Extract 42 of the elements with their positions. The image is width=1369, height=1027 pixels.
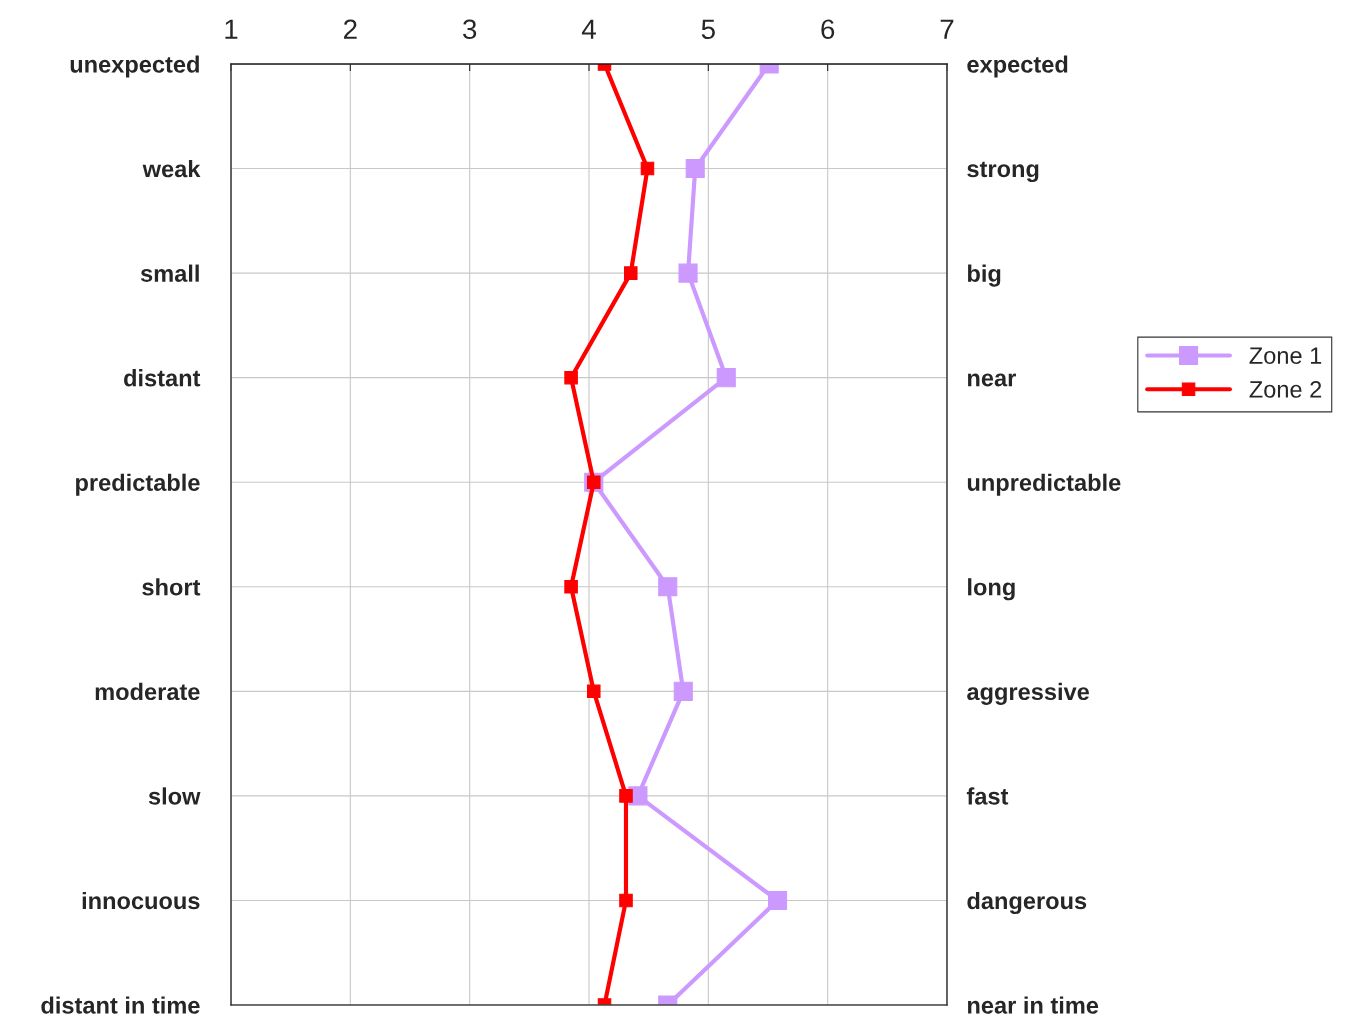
point <box>685 159 705 179</box>
y2-tick-label: expected <box>967 55 1068 78</box>
point <box>640 161 655 176</box>
x-tick-label: 2 <box>344 19 357 39</box>
legend-label: Zone 2 <box>1249 381 1322 398</box>
y2-tick-label: unpredictable <box>967 473 1121 496</box>
point <box>768 890 788 910</box>
x-tick-label: 5 <box>701 19 715 40</box>
y2-tick-label: long <box>968 578 1015 601</box>
point <box>678 263 698 283</box>
y2-tick-label: fast <box>966 787 1009 805</box>
y2-tick-label: dangerous <box>967 891 1087 914</box>
y2-tick-label: aggressive <box>967 682 1090 705</box>
y-tick-label: predictable <box>76 473 200 496</box>
point <box>658 577 678 597</box>
point <box>564 370 578 385</box>
y-tick-label: weak <box>142 160 201 178</box>
point <box>619 893 633 908</box>
y-tick-label: small <box>140 264 199 282</box>
x-tick-label: 6 <box>821 19 835 40</box>
y-tick-label: distant <box>124 369 201 387</box>
y-tick-label: moderate <box>95 682 200 701</box>
y-tick-label: slow <box>148 787 201 805</box>
y-tick-label: short <box>142 578 201 596</box>
y2-tick-label: near in time <box>968 996 1099 1014</box>
point <box>624 266 638 280</box>
legend-label: Zone 1 <box>1249 347 1322 364</box>
y2-tick-label: near <box>968 373 1016 387</box>
point <box>619 789 633 803</box>
y-tick-label: distant in time <box>41 996 200 1014</box>
point <box>564 580 578 594</box>
y2-tick-label: big <box>968 264 1001 287</box>
point <box>587 684 601 699</box>
point <box>673 681 693 701</box>
point <box>716 368 736 388</box>
y2-tick-label: strong <box>967 161 1039 183</box>
x-tick-label: 1 <box>225 19 238 39</box>
x-tick-label: 3 <box>463 19 477 40</box>
y-tick-label: innocuous <box>82 891 200 910</box>
y-tick-label: unexpected <box>70 55 199 78</box>
x-tick-label: 4 <box>581 19 596 39</box>
x-tick-label: 7 <box>940 19 954 39</box>
